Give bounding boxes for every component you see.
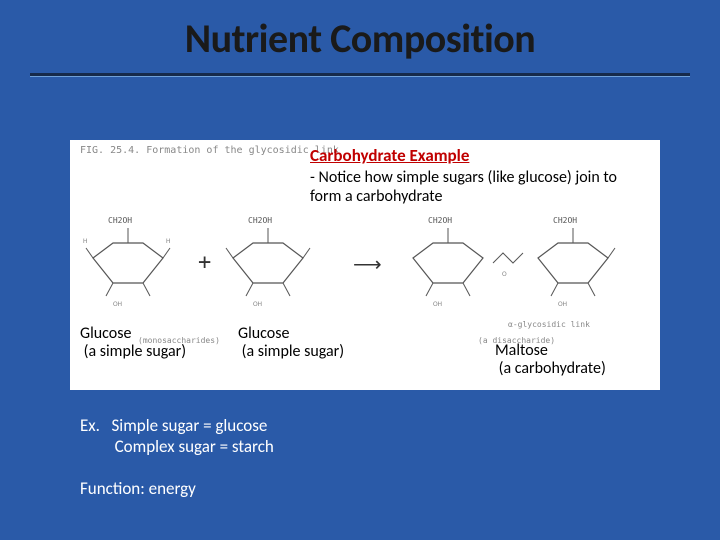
maltose-label: Maltose (a carbohydrate) bbox=[495, 342, 606, 379]
svg-text:OH: OH bbox=[113, 299, 122, 308]
svg-text:H: H bbox=[166, 236, 170, 245]
carbohydrate-description: - Notice how simple sugars (like glucose… bbox=[310, 168, 650, 206]
svg-text:OH: OH bbox=[253, 299, 262, 308]
svg-text:H: H bbox=[83, 236, 87, 245]
ch2oh-label-4: CH2OH bbox=[553, 216, 577, 225]
glycosidic-diagram: OH H H CH2OH + OH CH2OH ⟶ OH CH2OH O OH … bbox=[78, 218, 653, 328]
svg-text:OH: OH bbox=[433, 299, 442, 308]
maltose-ring-2: OH bbox=[523, 228, 623, 308]
figure-caption: FIG. 25.4. Formation of the glycosidic l… bbox=[80, 145, 339, 156]
example-text: Ex. Simple sugar = glucose Complex sugar… bbox=[80, 415, 274, 458]
carbohydrate-heading: Carbohydrate Example bbox=[310, 145, 469, 166]
ch2oh-label-3: CH2OH bbox=[428, 216, 452, 225]
maltose-ring-1: OH bbox=[398, 228, 498, 308]
plus-symbol: + bbox=[198, 250, 211, 275]
glucose-label-2: Glucose (a simple sugar) bbox=[238, 325, 344, 362]
glycosidic-bond-icon: O bbox=[488, 248, 528, 278]
glucose-ring-1: OH H H bbox=[78, 228, 178, 308]
ch2oh-label-2: CH2OH bbox=[248, 216, 272, 225]
slide-title: Nutrient Composition bbox=[0, 0, 720, 73]
glucose-label-1: Glucose (a simple sugar) bbox=[80, 325, 186, 362]
function-text: Function: energy bbox=[80, 478, 196, 499]
ch2oh-label-1: CH2OH bbox=[108, 216, 132, 225]
svg-text:O: O bbox=[502, 269, 507, 278]
glucose-ring-2: OH bbox=[218, 228, 318, 308]
svg-text:OH: OH bbox=[558, 299, 567, 308]
reaction-arrow-icon: ⟶ bbox=[353, 252, 382, 277]
glycosidic-link-note: α-glycosidic link bbox=[508, 320, 590, 329]
title-divider bbox=[30, 73, 690, 77]
